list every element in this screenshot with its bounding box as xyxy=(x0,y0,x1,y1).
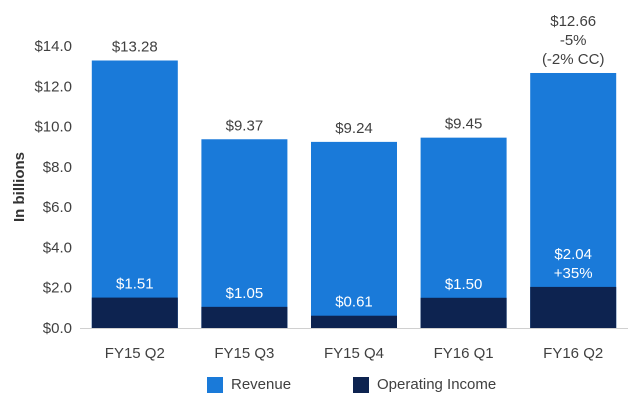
legend-swatch-revenue xyxy=(207,376,223,393)
x-tick-label: FY15 Q2 xyxy=(105,345,165,362)
revenue-bar xyxy=(91,60,178,328)
y-tick-label: $6.0 xyxy=(43,199,72,216)
revenue-data-label: $9.37 xyxy=(226,117,264,134)
legend-label-operating-income: Operating Income xyxy=(377,376,497,393)
revenue-bar xyxy=(420,137,507,328)
operating-income-bar xyxy=(201,306,288,328)
revenue-bar xyxy=(311,141,397,328)
axes-layer: $0.0 $2.0 $4.0 $6.0 $8.0 $10.0 $12.0 $14.0 In bi… xyxy=(11,38,628,337)
y-tick-label: $8.0 xyxy=(43,159,72,176)
operating-income-data-label: $0.61 xyxy=(335,294,373,311)
operating-income-bar xyxy=(91,297,178,328)
y-axis-label: In billions xyxy=(11,152,28,222)
operating-income-bar xyxy=(311,315,397,328)
y-tick-label: $12.0 xyxy=(34,78,72,95)
labels-layer: FY15 Q2 $13.28 $1.51 FY15 Q3 $9.37 $1.05 FY15 … xyxy=(105,13,605,362)
y-tick-label: $2.0 xyxy=(43,280,72,297)
operating-income-data-label: $2.04 xyxy=(554,246,592,263)
x-tick-label: FY15 Q4 xyxy=(324,345,384,362)
revenue-data-label: $9.24 xyxy=(335,120,373,137)
revenue-data-label: $9.45 xyxy=(445,116,483,133)
operating-income-bar xyxy=(530,286,617,328)
revenue-data-label: $12.66 xyxy=(550,13,596,30)
legend-item-revenue: Revenue xyxy=(207,376,291,393)
legend: Revenue Operating Income xyxy=(0,376,635,396)
revenue-bar xyxy=(201,139,288,328)
x-tick-label: FY16 Q2 xyxy=(543,345,603,362)
legend-swatch-operating-income xyxy=(353,376,369,393)
revenue-bar xyxy=(530,72,617,329)
y-tick-label: $10.0 xyxy=(34,119,72,136)
revenue-data-label: (-2% CC) xyxy=(542,51,605,68)
operating-income-bar xyxy=(420,297,507,328)
operating-income-data-label: $1.05 xyxy=(226,285,264,302)
operating-income-data-label: $1.51 xyxy=(116,276,154,293)
operating-income-data-label: $1.50 xyxy=(445,276,483,293)
operating-income-data-label: +35% xyxy=(554,265,593,282)
x-tick-label: FY15 Q3 xyxy=(214,345,274,362)
legend-label-revenue: Revenue xyxy=(231,376,292,393)
y-tick-label: $4.0 xyxy=(43,239,72,256)
x-tick-label: FY16 Q1 xyxy=(434,345,494,362)
revenue-data-label: -5% xyxy=(560,32,587,49)
y-tick-label: $0.0 xyxy=(43,320,72,337)
revenue-data-label: $13.28 xyxy=(112,39,158,56)
legend-item-operating-income: Operating Income xyxy=(353,376,496,393)
y-tick-label: $14.0 xyxy=(34,38,72,55)
bars-layer xyxy=(91,60,617,329)
